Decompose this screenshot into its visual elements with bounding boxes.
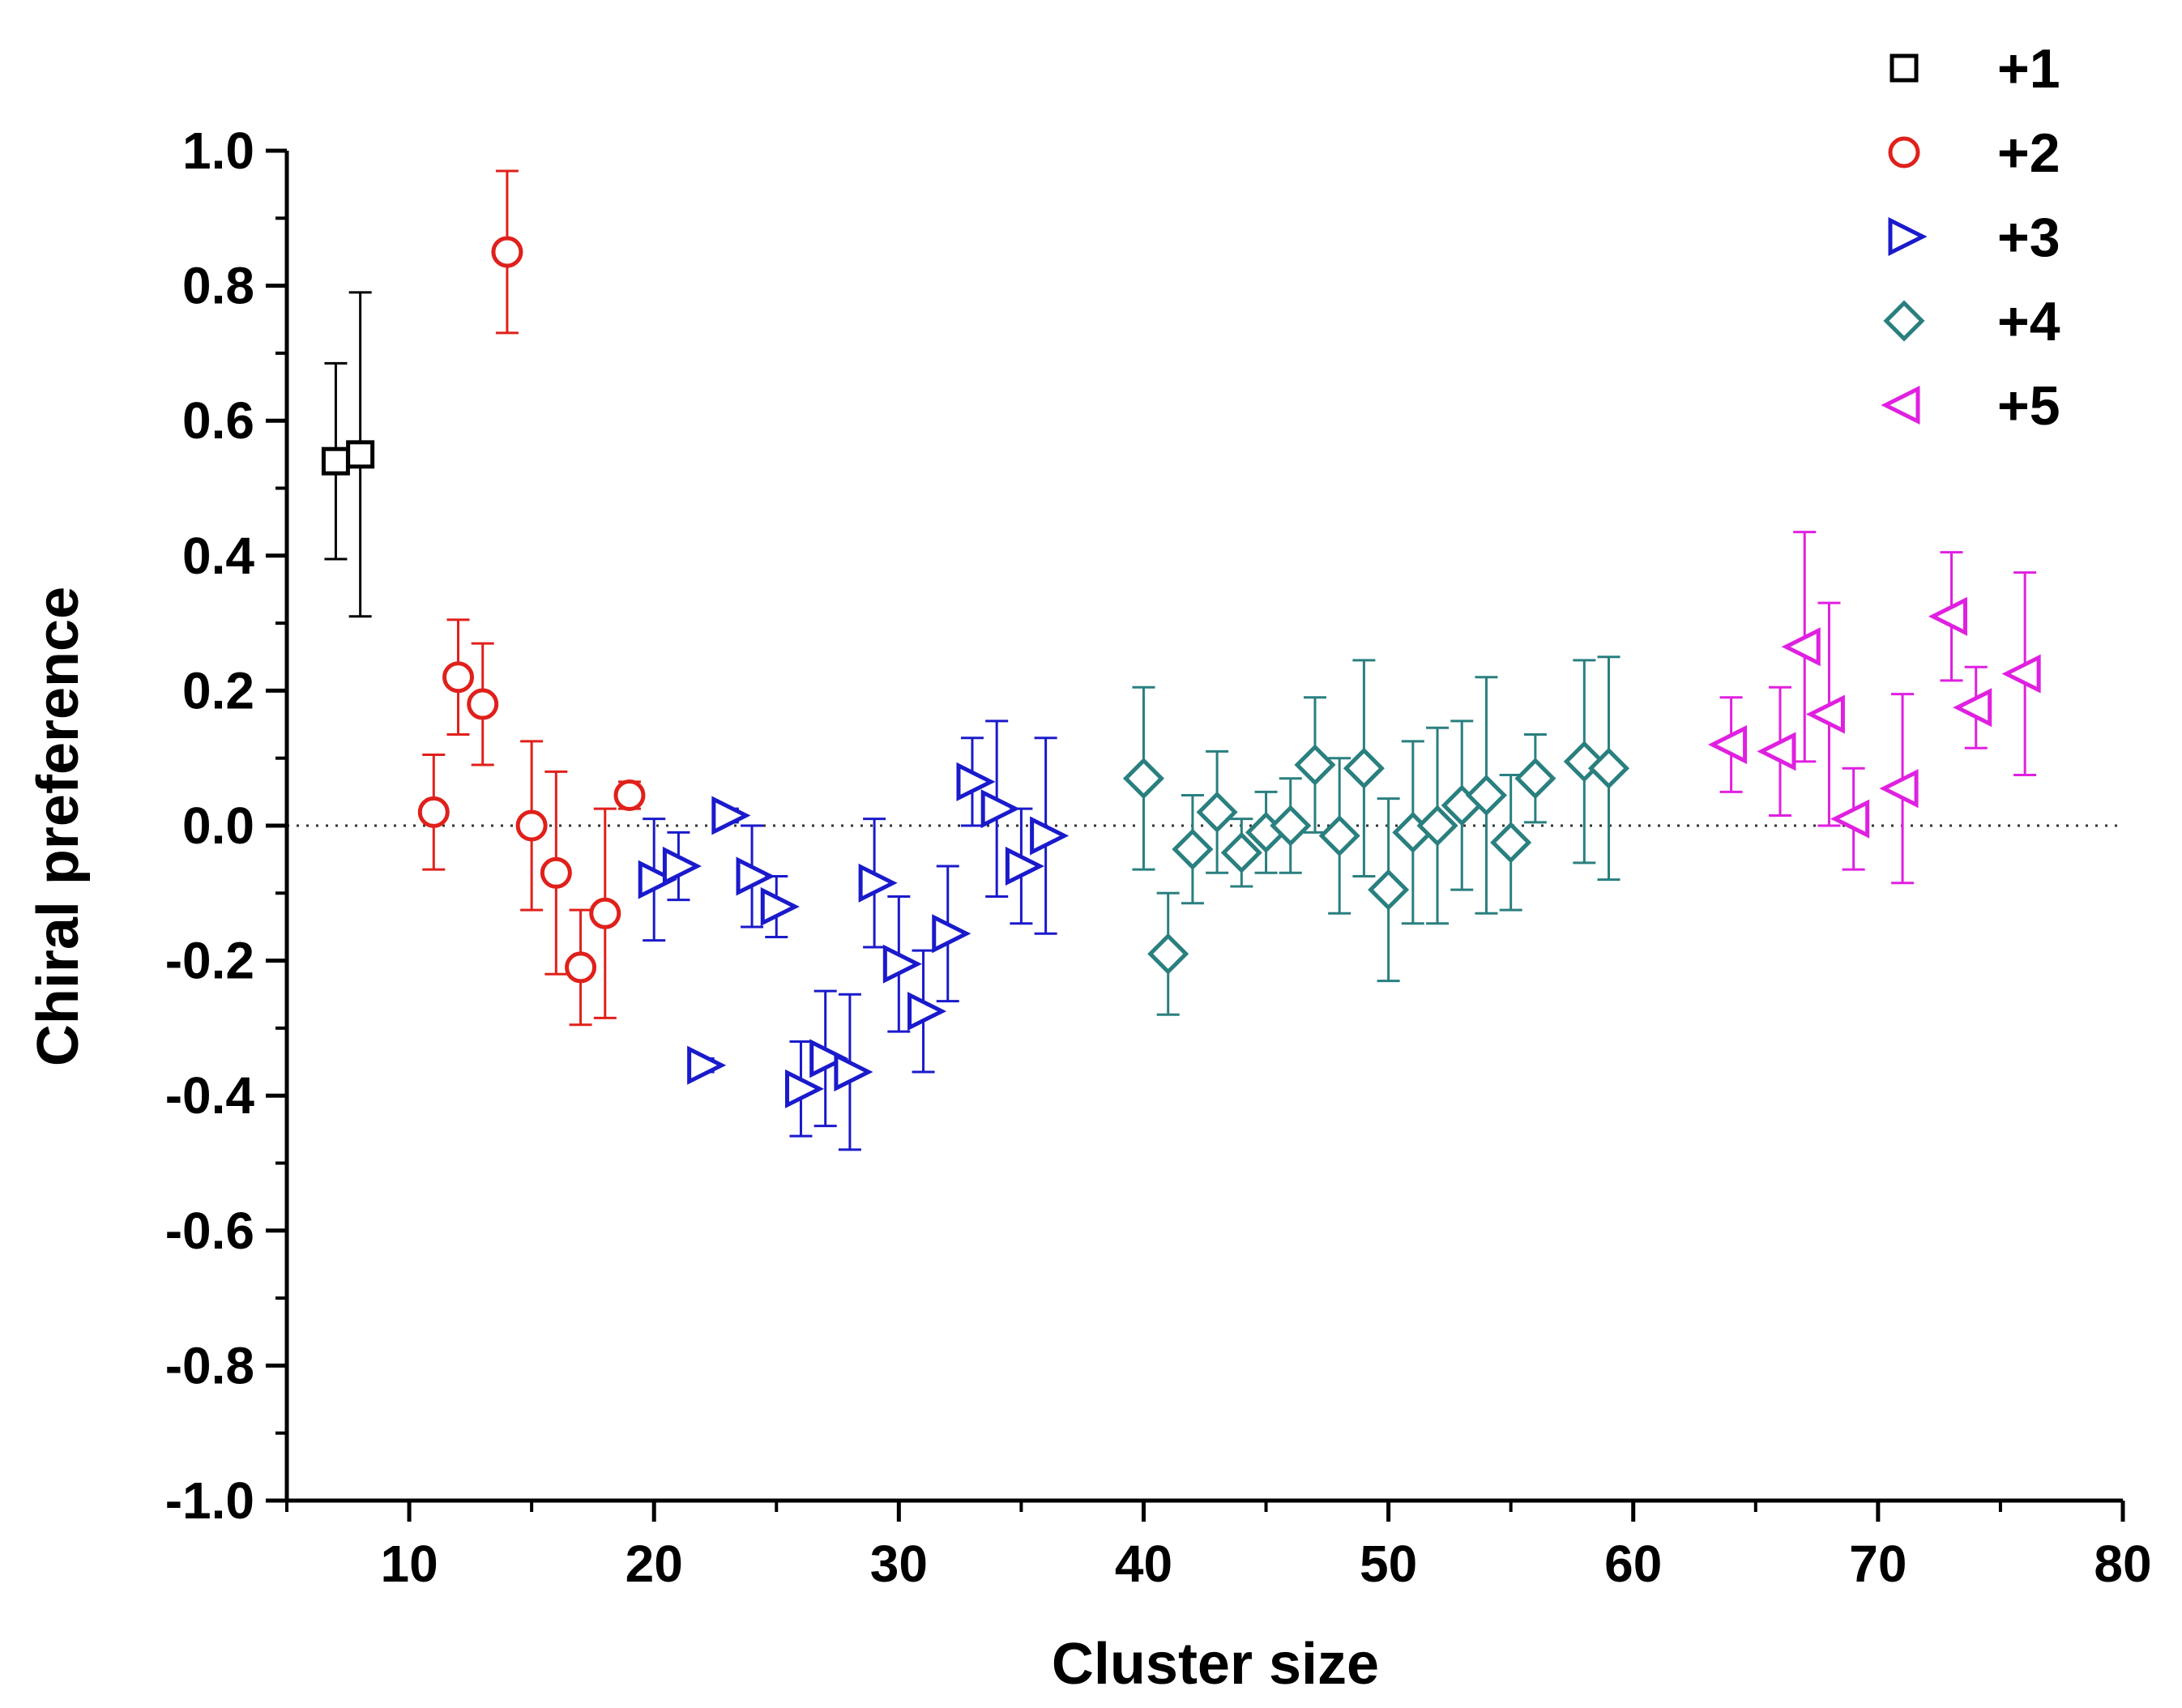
legend-item: +1	[1890, 38, 2060, 100]
data-point	[1490, 822, 1532, 864]
data-point	[2001, 654, 2041, 694]
x-tick-label: 70	[1849, 1535, 1907, 1593]
data-point	[1368, 869, 1410, 911]
data-point	[736, 856, 775, 896]
legend-marker	[1890, 53, 1919, 83]
data-point	[1707, 724, 1748, 765]
x-tick-label: 20	[626, 1535, 683, 1593]
data-point	[980, 789, 1020, 829]
legend-item: +3	[1888, 207, 2060, 268]
x-tick-label: 40	[1115, 1535, 1172, 1593]
x-tick-label: 60	[1604, 1535, 1662, 1593]
data-point	[1147, 933, 1189, 975]
data-point	[882, 944, 922, 984]
series-5	[1707, 531, 2041, 885]
y-tick-label: -0.2	[165, 932, 254, 990]
data-point	[1879, 769, 1919, 809]
data-point	[467, 688, 499, 720]
data-point	[932, 914, 971, 954]
data-point	[1343, 747, 1385, 789]
data-point	[1928, 596, 1968, 636]
data-point	[711, 796, 751, 835]
data-point	[687, 1045, 727, 1085]
data-point	[638, 860, 677, 899]
legend-marker	[1888, 216, 1928, 257]
y-tick-label: 0.2	[182, 661, 254, 719]
data-point	[1122, 758, 1165, 800]
x-tick-label: 80	[2094, 1535, 2151, 1593]
legend-label: +2	[1997, 122, 2060, 184]
legend-item: +5	[1881, 375, 2060, 437]
data-point	[515, 809, 548, 842]
data-point	[784, 1069, 825, 1108]
data-point	[1318, 814, 1360, 857]
x-tick-label: 30	[870, 1535, 928, 1593]
y-tick-label: 1.0	[182, 122, 254, 180]
data-point	[1294, 744, 1336, 786]
series-2	[417, 169, 646, 1027]
data-point	[1805, 694, 1845, 734]
data-point	[1587, 747, 1630, 789]
y-tick-label: 0.4	[182, 527, 254, 585]
legend-marker	[1888, 136, 1920, 169]
data-point	[417, 796, 450, 828]
y-tick-label: -1.0	[165, 1471, 254, 1530]
data-point	[1172, 828, 1214, 870]
data-point	[565, 951, 597, 984]
y-tick-label: 0.8	[182, 257, 254, 315]
data-point	[321, 446, 350, 476]
series-3	[638, 719, 1070, 1151]
data-point	[1757, 732, 1796, 771]
data-point	[1953, 688, 1992, 728]
x-axis-title: Cluster size	[1052, 1632, 1379, 1697]
data-point	[442, 661, 474, 694]
data-point	[760, 886, 800, 927]
data-point	[956, 762, 996, 801]
data-point	[346, 440, 375, 469]
x-tick-label: 50	[1360, 1535, 1417, 1593]
legend-item: +4	[1883, 291, 2060, 352]
data-point	[1196, 791, 1238, 833]
data-point	[1830, 799, 1870, 839]
legend-marker	[1881, 385, 1920, 425]
y-axis-title: Chiral preference	[26, 587, 91, 1066]
legend-item: +2	[1888, 122, 2060, 184]
legend-label: +4	[1997, 291, 2060, 352]
data-point	[1030, 816, 1070, 856]
data-point	[858, 863, 898, 903]
legend-label: +1	[1997, 38, 2060, 100]
data-point	[1416, 805, 1458, 847]
y-tick-label: 0.0	[182, 796, 254, 855]
x-tick-label: 10	[380, 1535, 438, 1593]
data-point	[1781, 627, 1821, 667]
data-point	[662, 846, 702, 886]
y-tick-label: -0.4	[165, 1066, 255, 1125]
data-point	[834, 1052, 873, 1092]
data-point	[907, 992, 947, 1031]
data-point	[1220, 831, 1262, 873]
data-point	[540, 856, 572, 889]
legend-label: +3	[1997, 207, 2060, 268]
data-point	[1514, 758, 1556, 800]
data-point	[1465, 774, 1507, 817]
data-point	[1005, 846, 1044, 886]
series-4	[1122, 655, 1630, 1016]
legend-marker	[1883, 300, 1925, 342]
data-point	[491, 236, 523, 268]
legend-label: +5	[1997, 375, 2060, 437]
y-tick-label: 0.6	[182, 391, 254, 450]
data-point	[613, 779, 646, 812]
data-point	[589, 897, 621, 929]
y-tick-label: -0.8	[165, 1336, 254, 1394]
series-1	[321, 291, 375, 618]
y-tick-label: -0.6	[165, 1202, 254, 1260]
data-point	[1270, 805, 1312, 847]
data-point	[809, 1039, 849, 1078]
